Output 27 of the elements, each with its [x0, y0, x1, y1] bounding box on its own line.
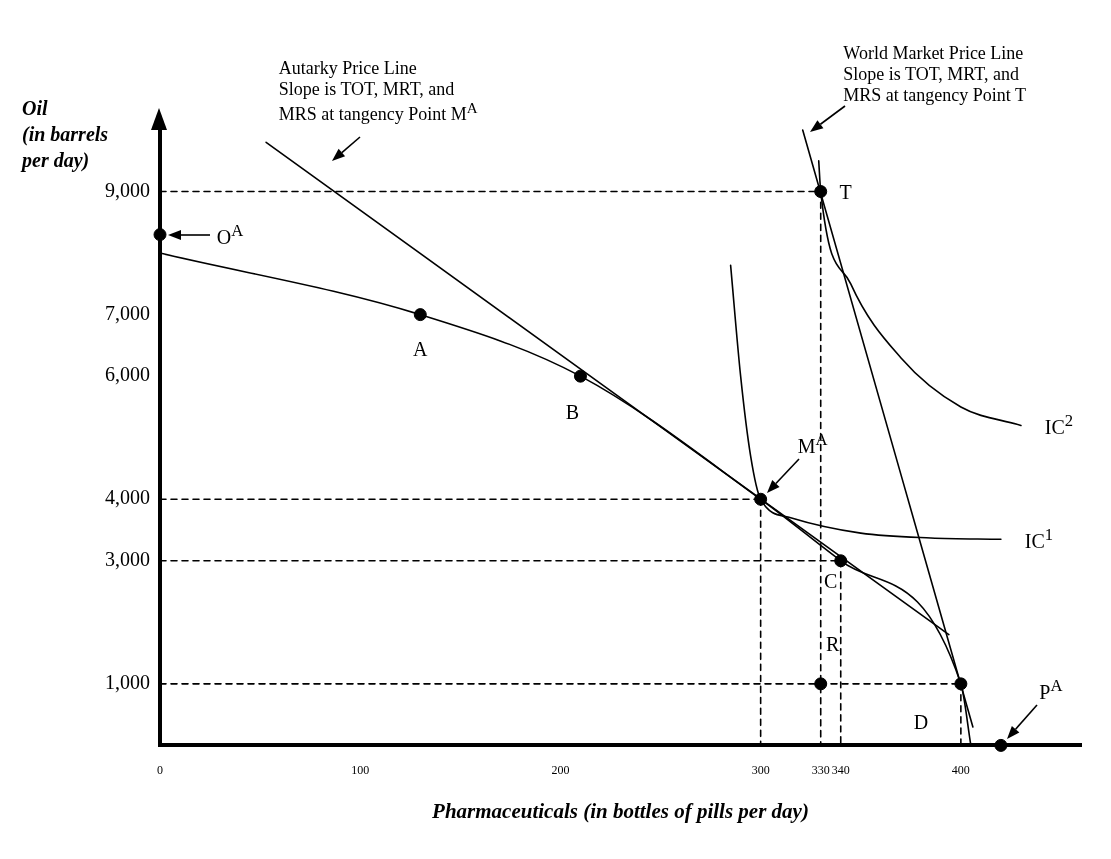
- annotation: Autarky Price Line Slope is TOT, MRT, and MRS at tangency Point M$^{A}$: [278, 58, 478, 125]
- y-tick-label: 6,000: [105, 363, 150, 386]
- x-tick-label: 0: [157, 762, 163, 777]
- y-tick-label: 1,000: [105, 671, 150, 694]
- annotation: World Market Price Line Slope is TOT, MRT, and MRS at tangency Point T: [843, 43, 1027, 106]
- x-tick-label: 340: [831, 762, 850, 777]
- annotation: O$^{A}$: [216, 220, 244, 249]
- x-tick-label: 100: [351, 762, 370, 777]
- y-tick-label: 3,000: [105, 548, 150, 571]
- annotation: IC$^{2}$: [1044, 411, 1074, 440]
- x-axis-title: Pharmaceuticals (in bottles of pills per day): [431, 798, 809, 823]
- y-axis-title: Oil (in barrels per day): [22, 96, 109, 173]
- annotation: A: [413, 337, 428, 361]
- x-tick-label: 200: [551, 762, 570, 777]
- x-tick-label: 300: [751, 762, 770, 777]
- annotation: P$^{A}$: [1039, 676, 1063, 705]
- annotation: IC$^{1}$: [1024, 525, 1054, 554]
- annotation: T: [839, 180, 852, 204]
- annotation: D: [913, 710, 929, 734]
- annotation: B: [565, 400, 580, 424]
- annotation: R: [826, 632, 840, 656]
- x-tick-label: 400: [951, 762, 970, 777]
- annotation: C: [824, 569, 838, 593]
- y-tick-label: 9,000: [105, 178, 150, 201]
- y-tick-label: 7,000: [105, 301, 150, 324]
- x-tick-label: 330: [811, 762, 830, 777]
- y-tick-label: 4,000: [105, 486, 150, 509]
